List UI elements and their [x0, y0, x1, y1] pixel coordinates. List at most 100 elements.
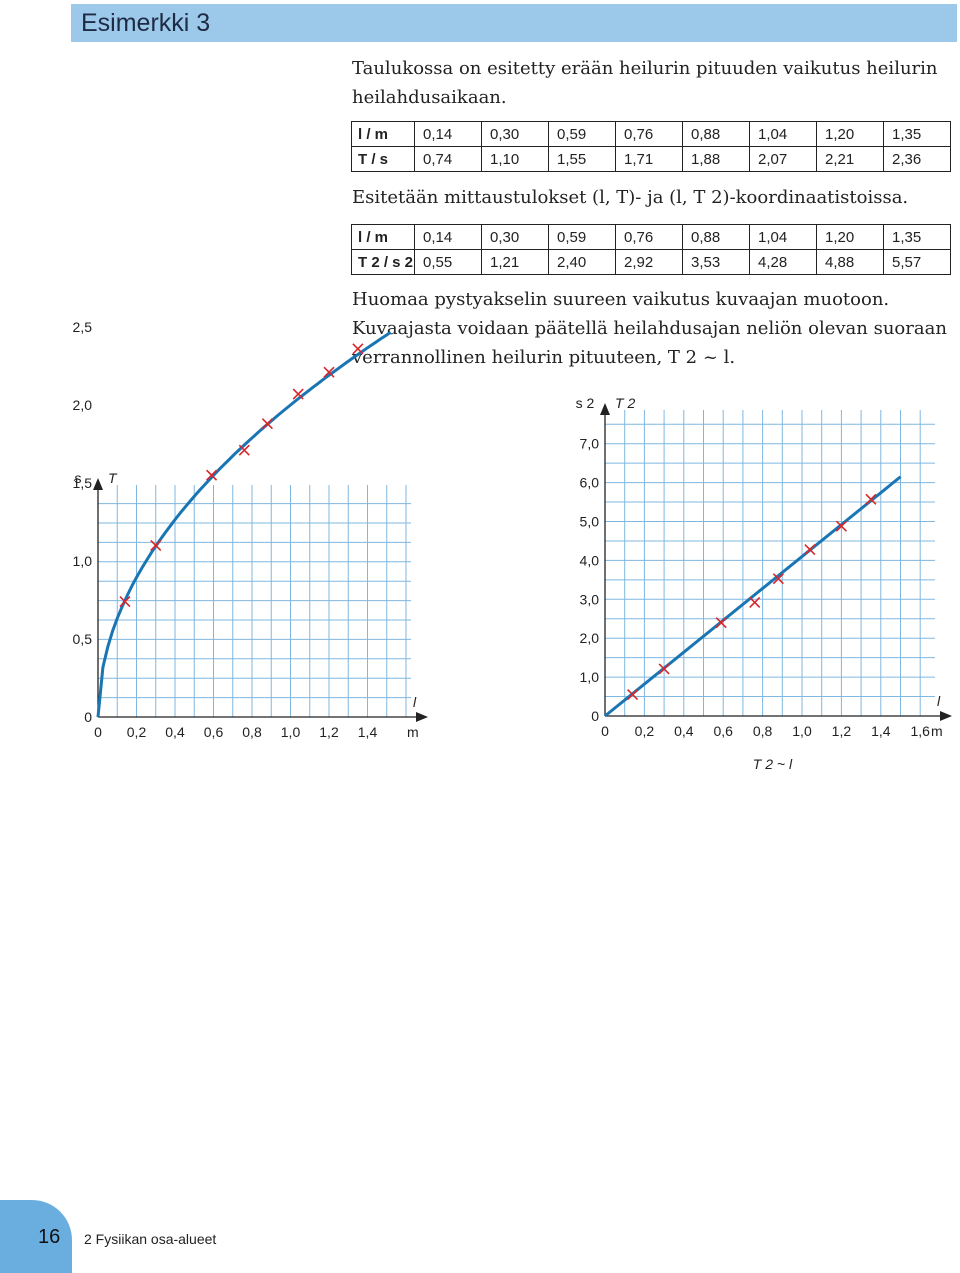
table-row: T 2 / s 2 0,55 1,21 2,40 2,92 3,53 4,28 …: [351, 249, 951, 275]
data-point-marker: [865, 493, 877, 505]
table-row: T / s 0,74 1,10 1,55 1,71 1,88 2,07 2,21…: [351, 146, 951, 172]
pendulum-chart-1: 0 0,5 1,0 1,5 2,0 2,5 0 0,2 0,4 0,6 0,8 1,0 1,2 1,4 s T…: [73, 319, 428, 740]
y-tick-label: 4,0: [580, 552, 600, 568]
x-axis-label: l: [413, 694, 417, 710]
table-cell: 1,35: [883, 224, 951, 250]
data-point-marker: [119, 595, 131, 608]
x-tick-label: 1,4: [871, 723, 891, 739]
marker-stroke: [749, 596, 761, 608]
x-tick-label: 1,4: [358, 724, 378, 740]
page-number-tab: [0, 1200, 72, 1273]
fit-curve: [96, 331, 392, 718]
table-cell: 1,35: [883, 121, 951, 147]
table-cell: 0,55: [414, 249, 482, 275]
y-tick-label: 6,0: [580, 475, 600, 491]
x-tick-label: 1,0: [792, 723, 812, 739]
table-cell: 1,10: [481, 146, 549, 172]
data-point-marker: [772, 573, 784, 585]
y-axis-arrow: [600, 403, 610, 415]
x-tick-label: 1,6: [910, 723, 930, 739]
y-tick-label: 2,0: [73, 397, 93, 413]
table-cell: 1,04: [749, 224, 817, 250]
table-cell: 5,57: [883, 249, 951, 275]
marker-stroke: [238, 444, 250, 456]
marker-stroke: [150, 539, 162, 551]
middle-paragraph: Esitetään mittaustulokset (l, T)- ja (l,…: [352, 187, 909, 208]
x-tick-label: 0,8: [242, 724, 262, 740]
data-point-marker: [749, 596, 761, 608]
table-cell: 4,28: [749, 249, 817, 275]
table-cell: 1,71: [615, 146, 683, 172]
x-tick-label: 1,2: [319, 724, 339, 740]
table-cell: 2,21: [816, 146, 884, 172]
intro-paragraph: Taulukossa on esitetty erään heilurin pi…: [352, 58, 938, 108]
x-tick-label: 0: [601, 723, 609, 739]
example-title: Esimerkki 3: [81, 9, 211, 37]
y-tick-label: 1,5: [73, 475, 93, 491]
data-point-marker: [150, 539, 162, 551]
x-tick-label: 0,6: [204, 724, 224, 740]
squared-table: l / m 0,14 0,30 0,59 0,76 0,88 1,04 1,20…: [351, 224, 951, 275]
chart-caption: T 2 ~ l: [753, 756, 793, 772]
y-tick-label: 1,0: [73, 553, 93, 569]
table-cell: 1,88: [682, 146, 750, 172]
x-unit-label: m: [931, 723, 943, 739]
table-cell: 1,21: [481, 249, 549, 275]
data-point-marker: [835, 520, 847, 532]
x-axis-arrow: [416, 712, 428, 722]
data-point-marker: [238, 444, 250, 456]
marker-stroke: [206, 469, 218, 481]
marker-stroke: [119, 595, 131, 608]
table-cell: 0,14: [414, 224, 482, 250]
measurement-table: l / m 0,14 0,30 0,59 0,76 0,88 1,04 1,20…: [351, 121, 951, 172]
y-tick-label: 0: [591, 708, 599, 724]
table-row-label: T 2 / s 2: [351, 249, 415, 275]
y-tick-label: 0,5: [73, 631, 93, 647]
x-unit-label: m: [407, 724, 419, 740]
table-cell: 0,74: [414, 146, 482, 172]
pendulum-chart-2: 0 1,0 2,0 3,0 4,0 5,0 6,0 7,0 0 0,2 0,4 0,6 0,8 1,0 1,…: [576, 395, 952, 772]
marker-stroke: [865, 493, 877, 505]
x-tick-label: 1,2: [832, 723, 852, 739]
marker-stroke: [835, 520, 847, 532]
y-tick-label: 7,0: [580, 436, 600, 452]
y-tick-label: 0: [84, 709, 92, 725]
page-number: 16: [38, 1226, 61, 1248]
data-point-marker: [323, 366, 335, 378]
x-tick-label: 0: [94, 724, 102, 740]
chapter-title: 2 Fysiikan osa-alueet: [84, 1231, 217, 1247]
x-tick-label: 0,6: [713, 723, 733, 739]
table-cell: 3,53: [682, 249, 750, 275]
y-axis-label: T: [108, 470, 118, 486]
x-tick-label: 0,4: [165, 724, 185, 740]
y-tick-label: 2,5: [73, 319, 93, 335]
y-tick-label: 3,0: [580, 591, 600, 607]
x-axis-label: l: [937, 693, 941, 709]
y-tick-label: 1,0: [580, 669, 600, 685]
marker-stroke: [627, 689, 639, 701]
table-cell: 0,88: [682, 224, 750, 250]
marker-stroke: [323, 366, 335, 378]
marker-stroke: [658, 663, 670, 675]
marker-stroke: [292, 388, 304, 400]
data-point-marker: [352, 343, 364, 355]
fit-line: [604, 475, 902, 718]
table-cell: 1,55: [548, 146, 616, 172]
data-point-marker: [627, 689, 639, 701]
y-axis-label: T 2: [615, 395, 635, 411]
table-row-label: T / s: [351, 146, 415, 172]
conclusion-paragraph: Huomaa pystyakselin suureen vaikutus kuv…: [352, 289, 947, 368]
table-cell: 2,07: [749, 146, 817, 172]
table-cell: 0,88: [682, 121, 750, 147]
y-tick-label: 5,0: [580, 514, 600, 530]
table-cell: 2,36: [883, 146, 951, 172]
x-tick-label: 0,4: [674, 723, 694, 739]
x-tick-label: 0,2: [635, 723, 655, 739]
table-cell: 2,40: [548, 249, 616, 275]
y-unit-label: s: [75, 470, 82, 486]
x-tick-label: 1,0: [281, 724, 301, 740]
marker-stroke: [772, 573, 784, 585]
marker-stroke: [715, 617, 727, 629]
y-axis-arrow: [93, 478, 103, 490]
